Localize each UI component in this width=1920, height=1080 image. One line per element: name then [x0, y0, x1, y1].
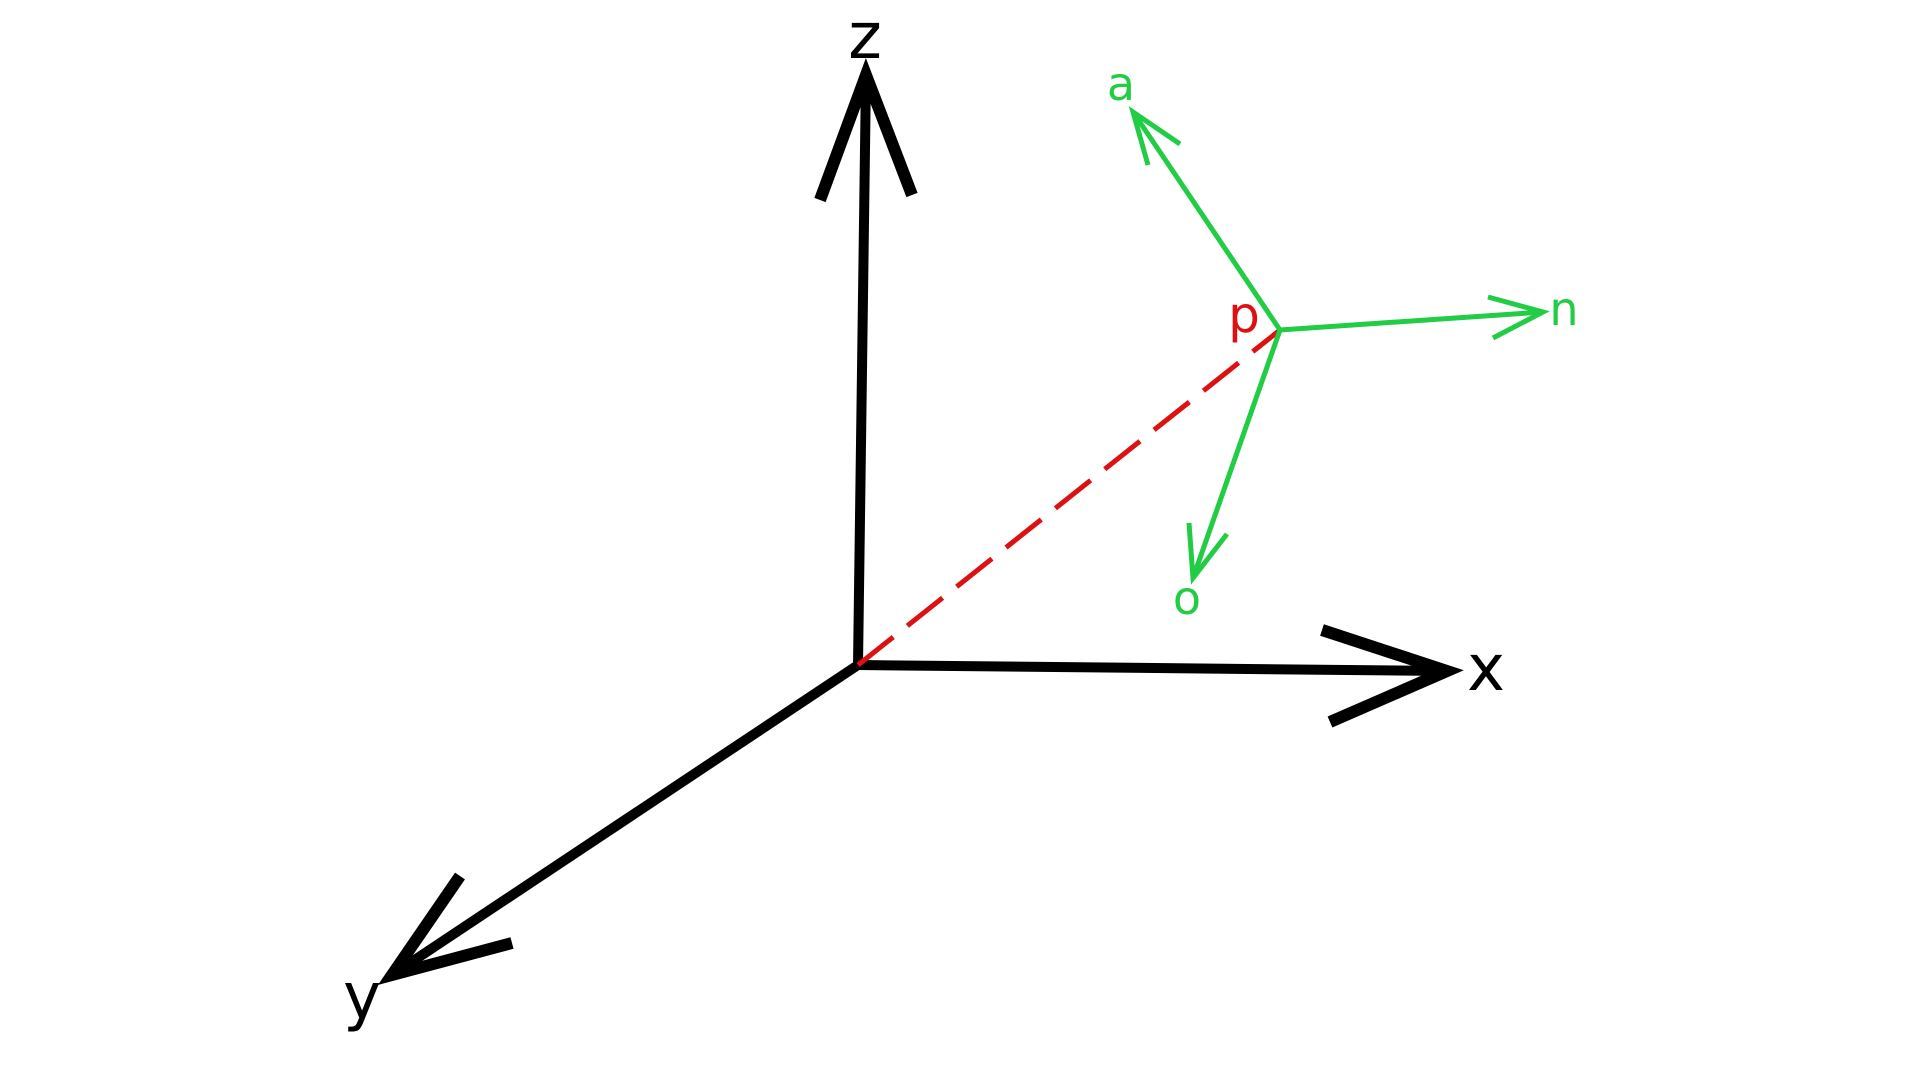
o-vector — [1190, 329, 1283, 579]
y-axis — [389, 660, 861, 980]
tool-frame — [1128, 106, 1550, 585]
o-vector-label: o — [1173, 571, 1201, 625]
o-vector-arrowhead — [1186, 522, 1229, 585]
n-vector-arrowhead — [1487, 294, 1550, 341]
z-axis — [853, 74, 871, 666]
world-axes — [377, 57, 1464, 985]
position-vector-label: p — [1228, 286, 1260, 344]
y-axis-arrowhead — [377, 872, 514, 985]
n-vector — [1279, 309, 1544, 333]
z-axis-arrowhead — [814, 57, 918, 203]
a-vector-label: a — [1107, 57, 1135, 111]
x-axis — [857, 660, 1448, 676]
x-axis-label: x — [1467, 632, 1505, 706]
x-axis-arrowhead — [1320, 624, 1464, 728]
n-vector-label: n — [1549, 282, 1578, 336]
y-axis-label: y — [343, 960, 381, 1034]
position-vector-p — [856, 328, 1282, 667]
a-vector — [1130, 110, 1283, 332]
z-axis-label: z — [848, 0, 882, 74]
a-vector-arrowhead — [1128, 106, 1182, 166]
